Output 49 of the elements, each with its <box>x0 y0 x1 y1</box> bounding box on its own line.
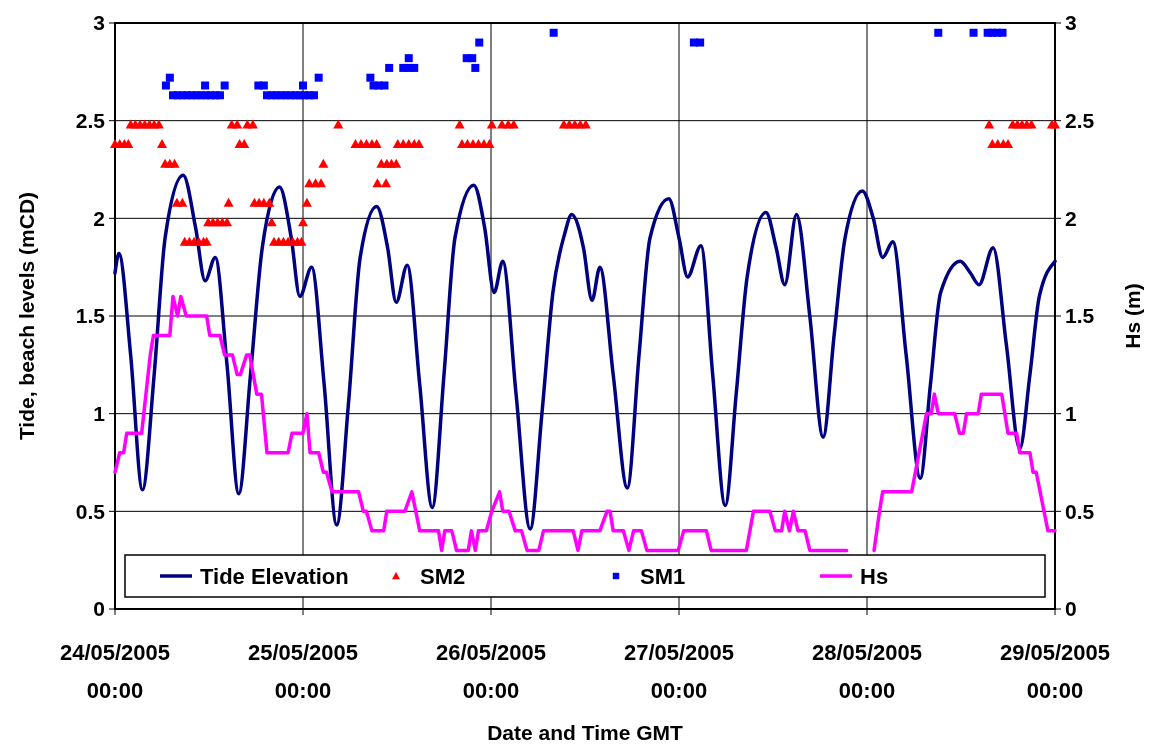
x-tick-label: 27/05/2005 00:00 <box>623 640 735 703</box>
x-axis-title: Date and Time GMT <box>487 721 683 744</box>
point <box>549 28 558 37</box>
y2-tick-label: 1 <box>1065 402 1077 426</box>
point <box>161 81 170 90</box>
point <box>215 91 224 100</box>
legend-label: SM1 <box>640 563 686 589</box>
y-tick-label: 2.5 <box>75 109 106 133</box>
y2-tick-label: 0 <box>1065 597 1077 621</box>
point <box>259 81 268 90</box>
point <box>404 54 413 63</box>
point <box>998 28 1007 37</box>
x-tick-label: 25/05/2005 00:00 <box>247 640 359 703</box>
x-tick-label: 24/05/2005 00:00 <box>59 640 171 703</box>
point <box>468 54 477 63</box>
y2-tick-label: 2.5 <box>1065 109 1095 133</box>
y2-tick-label: 2 <box>1065 206 1077 230</box>
y-axis-title: Tide, beach levels (mCD) <box>15 191 38 441</box>
y2-tick-label: 0.5 <box>1065 499 1095 523</box>
point <box>309 91 318 100</box>
y-tick-label: 1.5 <box>75 304 106 328</box>
point <box>385 63 394 72</box>
x-tick-label: 28/05/2005 00:00 <box>811 640 923 703</box>
point <box>366 73 375 82</box>
y-tick-label: 1 <box>93 402 106 426</box>
point <box>471 63 480 72</box>
y-tick-label: 0 <box>93 597 105 621</box>
y2-tick-label: 3 <box>1065 11 1077 35</box>
point <box>410 63 419 72</box>
legend-label: Tide Elevation <box>200 563 349 589</box>
point <box>299 81 307 90</box>
x-tick-label: 29/05/2005 00:00 <box>999 640 1111 703</box>
point <box>934 28 943 37</box>
point <box>165 73 174 82</box>
x-tick-label: 26/05/2005 00:00 <box>435 640 547 703</box>
point <box>220 81 229 90</box>
point <box>696 38 705 47</box>
y2-axis-title: Hs (m) <box>1121 283 1144 349</box>
legend-label: SM2 <box>420 563 466 589</box>
point <box>380 81 389 90</box>
y-tick-label: 0.5 <box>75 499 106 523</box>
y2-tick-label: 1.5 <box>1065 304 1095 328</box>
point <box>314 73 323 82</box>
legend-label: Hs <box>860 563 889 589</box>
point <box>969 28 978 37</box>
point <box>201 81 210 90</box>
point <box>475 38 484 47</box>
y-tick-label: 2 <box>93 206 105 230</box>
y-tick-label: 3 <box>93 11 105 35</box>
